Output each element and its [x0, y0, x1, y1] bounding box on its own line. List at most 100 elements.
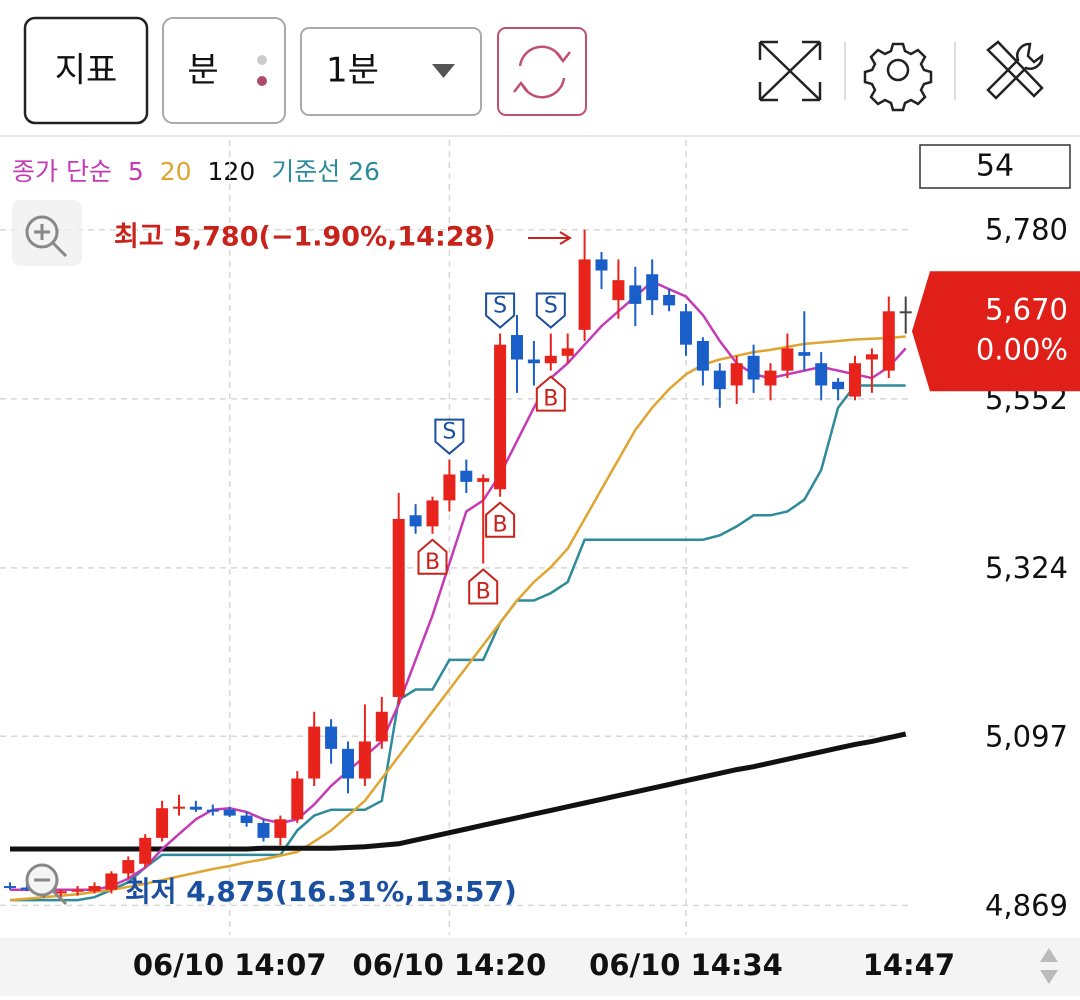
candle-body	[865, 354, 878, 360]
y-tick-label: 5,324	[985, 551, 1068, 585]
candle-body	[409, 515, 422, 527]
candle-body	[764, 370, 777, 386]
indicator-label: 지표	[55, 51, 118, 91]
candle-body	[494, 344, 507, 490]
candle-body	[899, 311, 912, 314]
candle-body	[291, 778, 304, 820]
candle-body	[139, 837, 152, 864]
candle-body	[342, 748, 354, 779]
indicator-line	[10, 384, 906, 902]
candle-body	[595, 259, 608, 271]
candle-body	[696, 340, 709, 371]
candle-body	[189, 806, 202, 810]
interval-dropdown[interactable]	[300, 27, 482, 116]
candle-body	[105, 873, 118, 890]
settings-icon[interactable]	[863, 42, 933, 112]
sell-signal-label: S	[544, 294, 558, 319]
candle-body	[781, 348, 794, 371]
x-tick-label: 14:47	[863, 948, 955, 982]
x-tick-label: 06/10 14:34	[589, 948, 783, 982]
sell-signal	[485, 292, 516, 329]
buy-signal-label: B	[476, 579, 491, 604]
interval-label: 1분	[326, 51, 379, 91]
candle-body	[511, 335, 523, 360]
dropdown-arrow	[432, 64, 455, 78]
candle-body	[832, 381, 845, 390]
high-arrow	[528, 231, 572, 245]
indicator-line	[9, 335, 906, 902]
candle-body	[426, 500, 439, 527]
y-tick-label: 5,097	[985, 719, 1068, 753]
candle-body	[849, 363, 861, 397]
legend-entry: 20	[160, 157, 192, 186]
candle-body	[392, 518, 405, 697]
indicator-button[interactable]	[23, 16, 149, 125]
candle-body	[274, 819, 287, 838]
y-tick-label: 5,780	[985, 213, 1068, 247]
buy-signal	[485, 501, 516, 538]
last-price: 5,670	[985, 292, 1068, 326]
candle-body	[612, 280, 625, 301]
candle-body	[358, 741, 371, 779]
count-box	[919, 144, 1071, 189]
indicator-line	[10, 731, 907, 852]
candle-body	[730, 363, 743, 386]
candle-body	[527, 359, 540, 364]
legend: 종가 단순 5 20 120 기준선 26	[12, 157, 380, 186]
sell-signal	[535, 292, 566, 329]
candle-body	[578, 259, 591, 330]
buy-signal-label: B	[493, 513, 508, 538]
candle-body	[257, 823, 270, 838]
candle-body	[561, 348, 574, 356]
candle-body	[798, 352, 811, 356]
candle-body	[477, 478, 490, 482]
candle-body	[747, 355, 760, 380]
candle-body	[156, 808, 169, 838]
toolbar: 지표 분 1분	[0, 16, 1080, 137]
scroll-arrows[interactable]	[1040, 948, 1058, 984]
unit-button[interactable]	[162, 17, 286, 124]
refresh-icon	[513, 45, 571, 99]
buy-signal	[535, 375, 566, 412]
refresh-button[interactable]	[497, 27, 587, 116]
buy-signal	[468, 568, 499, 605]
candle-body	[173, 806, 185, 809]
sell-signal	[434, 418, 465, 455]
candle-body	[663, 294, 676, 306]
candle-body	[629, 285, 642, 304]
candle-body	[223, 809, 236, 816]
candle-body	[460, 470, 473, 482]
candle-body	[646, 274, 659, 301]
tools-icon[interactable]	[986, 40, 1044, 100]
last-price-box	[912, 271, 1080, 392]
candle-body	[443, 474, 456, 501]
candle-body	[815, 363, 828, 386]
legend-prefix: 종가 단순	[12, 157, 112, 186]
candle-body	[206, 809, 219, 812]
zoom-in[interactable]	[12, 200, 82, 266]
candle-body	[4, 886, 16, 889]
buy-signal-label: B	[543, 387, 558, 412]
dot	[257, 55, 267, 65]
zoom-out[interactable]	[25, 863, 68, 906]
candle-body	[122, 860, 135, 874]
legend-entry: 5	[128, 157, 144, 186]
count: 54	[976, 149, 1014, 184]
unit-label: 분	[187, 51, 218, 91]
candle-body	[240, 815, 253, 824]
candle-body	[308, 726, 321, 779]
expand-icon[interactable]	[758, 40, 822, 102]
candle-body	[54, 891, 67, 894]
dot	[257, 76, 267, 86]
legend-entry: 기준선 26	[271, 157, 380, 186]
candle-body	[325, 726, 338, 749]
candle-body	[882, 311, 895, 371]
candle-body	[88, 886, 101, 892]
x-axis-strip	[0, 938, 1080, 996]
candle-body	[680, 311, 692, 345]
candle-body	[20, 887, 33, 890]
x-tick-label: 06/10 14:07	[133, 948, 327, 982]
candle-body	[713, 370, 726, 390]
